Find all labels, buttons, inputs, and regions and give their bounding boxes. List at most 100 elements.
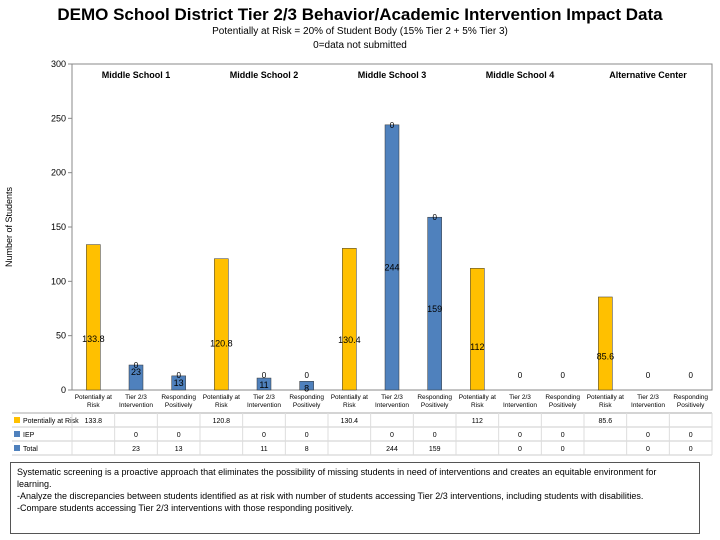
data-label: 0 (432, 213, 437, 222)
data-label: 159 (427, 304, 442, 314)
category-label: Potentially at (331, 394, 368, 401)
table-cell: 130.4 (341, 418, 359, 425)
table-cell: 0 (518, 432, 522, 439)
legend-entry: Total (23, 446, 38, 453)
data-label: 13 (174, 378, 184, 388)
bar (598, 296, 613, 391)
category-label: Risk (87, 402, 100, 409)
data-label: 0 (134, 361, 139, 370)
table-cell: 0 (433, 432, 437, 439)
data-label: 0 (560, 371, 565, 380)
y-tick-label: 0 (61, 385, 66, 395)
category-label: Tier 2/3 (125, 394, 147, 401)
data-label: 0 (390, 121, 395, 130)
table-cell: 0 (646, 432, 650, 439)
y-tick-label: 300 (51, 59, 66, 69)
category-label: Responding (673, 394, 708, 401)
category-label: Potentially at (75, 394, 112, 401)
bar (86, 244, 101, 391)
notes-line: Systematic screening is a proactive appr… (17, 467, 657, 477)
y-tick-label: 200 (51, 168, 66, 178)
table-cell: 0 (561, 432, 565, 439)
table-cell: 0 (646, 446, 650, 453)
category-label: Intervention (631, 402, 665, 409)
notes-box: Systematic screening is a proactive appr… (10, 462, 700, 534)
chart-subtitle: Potentially at Risk = 20% of Student Bod… (212, 26, 508, 37)
table-cell: 0 (561, 446, 565, 453)
table-cell: 244 (386, 446, 398, 453)
table-cell: 0 (518, 446, 522, 453)
table-cell: 120.8 (213, 418, 231, 425)
data-label: 0 (262, 371, 267, 380)
table-cell: 0 (262, 432, 266, 439)
category-label: Responding (417, 394, 452, 401)
y-tick-label: 250 (51, 113, 66, 123)
table-cell: 0 (134, 432, 138, 439)
y-tick-label: 150 (51, 222, 66, 232)
data-label: 0 (688, 371, 693, 380)
category-label: Positively (549, 402, 577, 409)
category-label: Risk (343, 402, 356, 409)
table-cell: 13 (175, 446, 183, 453)
category-label: Risk (471, 402, 484, 409)
category-label: Intervention (503, 402, 537, 409)
category-label: Tier 2/3 (253, 394, 275, 401)
category-label: Intervention (119, 402, 153, 409)
y-axis-label: Number of Students (4, 186, 14, 267)
bar (299, 381, 314, 391)
data-label: 0 (304, 371, 309, 380)
legend-entry: Potentially at Risk (23, 418, 79, 425)
category-label: Positively (677, 402, 705, 409)
group-label: Middle School 2 (230, 70, 299, 80)
category-label: Intervention (375, 402, 409, 409)
category-label: Risk (215, 402, 228, 409)
bar (342, 248, 357, 391)
data-label: 0 (646, 371, 651, 380)
legend-swatch (14, 417, 20, 423)
y-tick-label: 100 (51, 276, 66, 286)
category-label: Tier 2/3 (509, 394, 531, 401)
table-cell: 85.6 (599, 418, 613, 425)
table-cell: 133.8 (85, 418, 103, 425)
group-label: Alternative Center (609, 70, 687, 80)
table-cell: 159 (429, 446, 441, 453)
category-label: Intervention (247, 402, 281, 409)
chart-note: 0=data not submitted (313, 40, 407, 51)
data-label: 11 (259, 380, 268, 390)
category-label: Risk (599, 402, 612, 409)
data-label: 112 (470, 342, 484, 352)
bar-chart: 0 50 100 150 200 250 300 Number of Students Midd… (4, 59, 713, 456)
bar (470, 268, 485, 391)
legend-entry: IEP (23, 432, 35, 439)
category-label: Responding (545, 394, 580, 401)
table-cell: 11 (260, 446, 267, 453)
table-cell: 0 (177, 432, 181, 439)
category-label: Positively (165, 402, 193, 409)
group-label: Middle School 4 (486, 70, 555, 80)
bar (256, 377, 272, 391)
category-label: Potentially at (203, 394, 240, 401)
notes-line: -Compare students accessing Tier 2/3 int… (17, 503, 354, 513)
bar (171, 375, 186, 391)
category-label: Responding (289, 394, 324, 401)
table-cell: 23 (132, 446, 140, 453)
category-label: Tier 2/3 (637, 394, 659, 401)
data-label: 130.4 (338, 335, 361, 345)
table-cell: 112 (472, 418, 483, 425)
category-label: Positively (293, 402, 321, 409)
table-cell: 0 (390, 432, 394, 439)
table-cell: 0 (689, 446, 693, 453)
notes-line: -Analyze the discrepancies between stude… (17, 491, 644, 501)
legend-swatch (14, 431, 20, 437)
table-cell: 0 (689, 432, 693, 439)
category-label: Responding (161, 394, 196, 401)
category-label: Positively (421, 402, 449, 409)
category-label: Potentially at (587, 394, 624, 401)
group-label: Middle School 1 (102, 70, 171, 80)
chart-title: DEMO School District Tier 2/3 Behavior/A… (57, 5, 663, 24)
data-label: 133.8 (82, 334, 105, 344)
bar (214, 258, 229, 391)
data-label: 0 (518, 371, 523, 380)
data-label: 23 (131, 367, 141, 377)
data-label: 8 (304, 383, 309, 393)
